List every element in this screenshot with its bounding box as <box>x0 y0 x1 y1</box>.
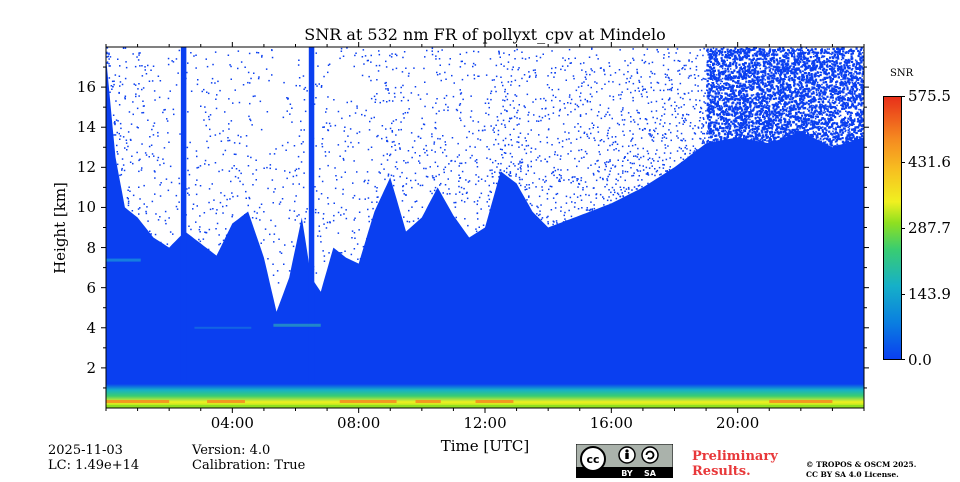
colorbar-tick <box>901 96 905 97</box>
preliminary-line-2: Results. <box>692 464 778 479</box>
x-tick-label: 04:00 <box>211 414 254 432</box>
colorbar-tick-label: 575.5 <box>908 87 951 105</box>
copyright-line-2: CC BY SA 4.0 License. <box>806 470 916 480</box>
colorbar-title: SNR <box>890 68 913 79</box>
preliminary-results-notice: Preliminary Results. <box>692 449 778 479</box>
y-axis-label: Height [km] <box>51 182 69 274</box>
calibration-text: Calibration: True <box>192 458 305 473</box>
version-text: Version: 4.0 <box>192 443 270 458</box>
plot-border <box>106 47 864 408</box>
y-tick-label: 14 <box>60 118 96 136</box>
y-tick-label: 2 <box>60 359 96 377</box>
colorbar-tick-label: 431.6 <box>908 153 951 171</box>
colorbar-tick <box>901 359 905 360</box>
x-tick-label: 08:00 <box>337 414 380 432</box>
colorbar-tick <box>901 162 905 163</box>
preliminary-line-1: Preliminary <box>692 449 778 464</box>
colorbar <box>883 96 902 360</box>
y-tick-label: 4 <box>60 319 96 337</box>
y-tick-label: 12 <box>60 158 96 176</box>
share-alike-icon <box>642 447 658 463</box>
cc-by-sa-license-logo: cc BY SA <box>576 444 673 478</box>
date-text: 2025-11-03 <box>48 443 123 458</box>
copyright-line-1: © TROPOS & OSCM 2025. <box>806 460 916 470</box>
x-tick-label: 16:00 <box>590 414 633 432</box>
colorbar-tick-label: 143.9 <box>908 285 951 303</box>
y-tick-label: 16 <box>60 78 96 96</box>
colorbar-tick <box>901 228 905 229</box>
colorbar-tick <box>901 294 905 295</box>
y-tick-label: 10 <box>60 198 96 216</box>
colorbar-tick-label: 0.0 <box>908 351 932 369</box>
y-tick-label: 8 <box>60 239 96 257</box>
x-tick-label: 20:00 <box>716 414 759 432</box>
copyright-notice: © TROPOS & OSCM 2025. CC BY SA 4.0 Licen… <box>806 460 916 480</box>
colorbar-tick-label: 287.7 <box>908 219 951 237</box>
x-tick-label: 12:00 <box>463 414 506 432</box>
lidar-constant-text: LC: 1.49e+14 <box>48 458 139 473</box>
y-tick-label: 6 <box>60 279 96 297</box>
